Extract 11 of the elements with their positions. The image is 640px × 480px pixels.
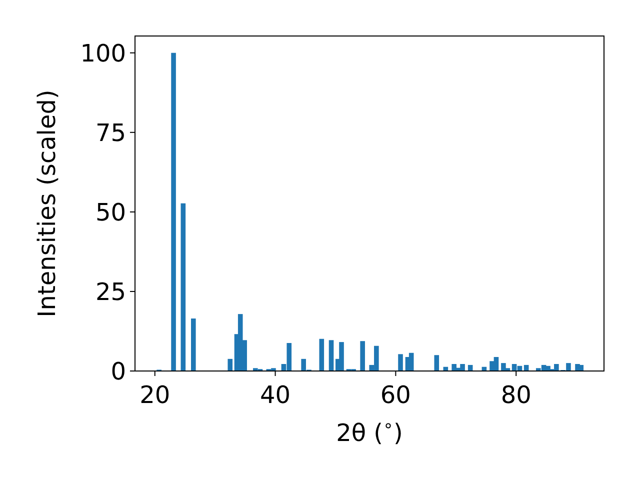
y-tick-label: 75 [95,118,126,147]
x-tick-label: 40 [260,381,291,409]
x-tick-label: 60 [380,381,411,409]
x-axis-title: 2θ ($^{∘}$) [336,415,403,447]
x-tick-label: 20 [140,381,170,409]
y-tick-label: 25 [95,278,126,306]
y-tick-label: 50 [95,198,126,226]
x-tick-label: 80 [500,381,532,409]
y-tick-label: 0 [110,357,126,386]
y-axis-title: Intensities (scaled) [33,90,61,318]
y-tick-label: 100 [80,39,126,68]
